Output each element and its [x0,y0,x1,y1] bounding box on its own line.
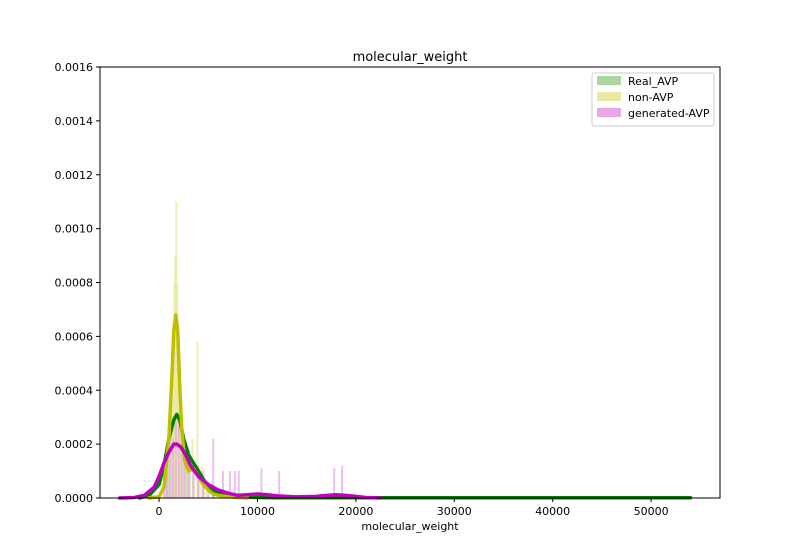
hist-bar [212,438,215,498]
hist-bar [177,425,180,498]
plot-frame [99,66,721,499]
y-tick-label: 0.0002 [55,438,94,451]
y-tick-label: 0.0008 [55,277,94,290]
hist-bar [233,471,236,498]
hist-bar [228,471,231,498]
y-tick-label: 0.0012 [55,169,94,182]
plot-area [117,201,693,500]
hist-bar [168,449,171,498]
legend-swatch [597,108,621,117]
legend-label: generated-AVP [628,107,710,120]
hist-bar [260,468,263,498]
y-tick-label: 0.0016 [55,61,94,74]
legend-box [591,72,715,127]
legend-swatch [597,92,621,101]
y-tick-label: 0.0004 [55,384,94,397]
hist-bar [174,417,177,498]
hist-bar [278,471,281,498]
hist-bar [171,438,174,498]
hist-bar [222,471,225,498]
legend-label: Real_AVP [628,75,679,88]
hist-bar [341,465,344,498]
legend-swatch [597,76,621,85]
hist-bar [333,468,336,498]
x-axis-label: molecular_weight [361,520,459,533]
chart-title: molecular_weight [353,50,468,65]
x-tick-label: 0 [156,505,163,518]
hist-bar [187,449,190,498]
hist-bar [237,471,240,498]
hist-bar [165,457,168,498]
hist-bar [192,462,195,498]
hist-generated-AVP [162,417,344,499]
hist-bar [205,484,208,498]
x-tick-label: 10000 [240,505,275,518]
legend: Real_AVP non-AVP generated-AVP [591,72,715,127]
y-tick-label: 0.0006 [55,330,94,343]
hist-bar [196,341,199,498]
x-tick-label: 20000 [338,505,373,518]
hist-bar [183,457,186,498]
x-tick-label: 50000 [634,505,669,518]
y-axis: 0.0000 0.0002 0.0004 0.0006 0.0008 0.0010 0.00… [55,61,100,505]
x-tick-label: 40000 [535,505,570,518]
hist-bar [197,465,200,498]
legend-label: non-AVP [628,91,674,104]
kde-line-non-AVP [147,313,250,500]
y-tick-label: 0.0010 [55,223,94,236]
hist-bar [180,444,183,499]
x-axis: 0 10000 20000 30000 40000 50000 [156,498,669,518]
kde-line-generated-AVP [117,442,383,500]
x-tick-label: 30000 [437,505,472,518]
y-tick-label: 0.0014 [55,115,94,128]
y-tick-label: 0.0000 [55,492,94,505]
